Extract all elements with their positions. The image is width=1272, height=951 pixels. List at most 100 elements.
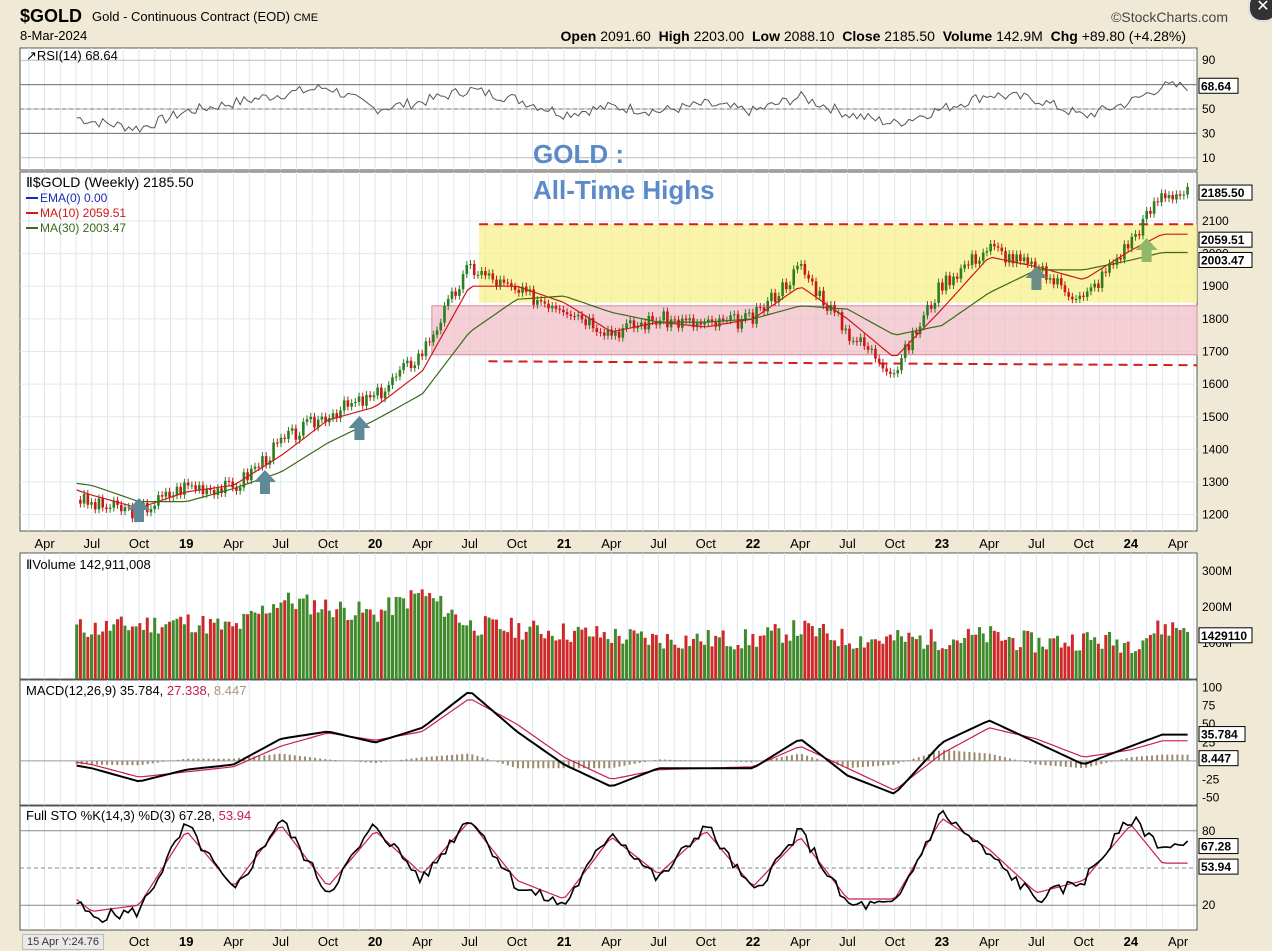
candle-body [565,312,569,315]
volume-bar [234,623,238,679]
volume-bar [1052,638,1056,679]
candle-body [666,311,669,328]
price-last-value-box [1198,184,1253,201]
up-arrow-icon [1135,238,1158,262]
volume-bar [1178,630,1182,679]
close-icon[interactable]: ✕ [1248,0,1272,22]
candle-body [822,290,825,306]
candle-body [807,274,810,279]
candle-body [1071,296,1074,300]
volume-bar [190,632,194,679]
candle-body [302,421,305,436]
candle-body [610,329,613,336]
volume-bar [725,646,729,679]
volume-bar [539,633,543,679]
candle-body [168,491,171,498]
volume-bar [959,642,963,679]
candle-body [361,396,365,406]
candle-body [673,319,677,321]
volume-bar [911,636,915,679]
price-legend-entry: MA(10) 2059.51 [40,206,126,220]
macd-line [76,691,1188,795]
candle-body [614,331,617,336]
candle-body [186,482,190,486]
candle-body [569,314,573,317]
candle-body [112,500,116,508]
volume-bar [446,613,450,679]
volume-bar [1122,643,1126,679]
candle-body [387,385,391,392]
volume-bar [732,649,736,679]
volume-bar [1026,630,1030,679]
volume-bar [480,634,484,679]
sto-k-last-value-box [1198,838,1239,855]
candle-body [409,360,413,368]
volume-bar [658,642,662,679]
candle-body [785,282,788,290]
ma10-last-value-box [1198,231,1253,248]
volume-bar [977,627,981,679]
sto-k-last-value: 67.28 [1201,840,1231,854]
volume-bar [521,639,525,679]
volume-bar [179,616,183,679]
candle-body [461,274,465,290]
candle-body [588,317,591,326]
candle-body [970,254,974,266]
volume-bar [669,639,673,679]
candle-body [915,331,918,335]
candle-body [354,401,357,404]
sto-k-line [76,809,1189,924]
candle-body [413,365,417,368]
volume-bar [231,626,235,679]
volume-bar [442,616,446,679]
x-tick-label-bottom: 19 [179,934,193,949]
volume-bar [662,648,666,679]
candle-body [695,322,699,328]
candle-body [1130,236,1134,249]
candle-body [762,307,766,312]
volume-bar [472,630,476,679]
price-last-value: 2185.50 [1201,186,1245,200]
candle-body [79,499,82,504]
volume-bar [684,635,688,679]
volume-bar [937,650,941,679]
volume-bar [821,623,825,679]
candle-body [183,482,186,495]
volume-bar [888,634,892,679]
x-tick-label: Apr [412,536,433,551]
volume-bar [86,636,90,679]
volume-bar [1000,640,1004,679]
volume-bar [249,610,253,679]
candle-body [1004,251,1007,263]
candle-body [454,291,457,296]
volume-bar [532,620,536,679]
volume-bar [1093,637,1097,679]
volume-bar [970,634,974,679]
candle-body [877,358,881,363]
candle-body [231,481,235,488]
volume-bar [101,631,105,679]
volume-bar [364,609,368,679]
volume-bar [1011,638,1015,679]
candle-body [108,507,112,509]
candle-body [406,360,409,364]
volume-bar [918,635,922,679]
volume-bar [836,646,840,679]
candle-body [212,490,216,496]
volume-bar [387,597,391,679]
volume-bar [680,648,684,679]
rsi-line [76,80,1188,133]
volume-bar [781,642,785,679]
candle-body [283,437,287,439]
macd-signal-line [76,699,1188,791]
candle-body [1186,186,1189,195]
volume-bar [896,630,900,679]
volume-bar [591,636,595,679]
candle-body [480,271,483,275]
candle-body [1134,234,1137,237]
candle-body [963,264,966,269]
candle-body [446,298,450,307]
candle-body [190,485,194,487]
volume-bar [457,622,461,679]
volume-bar [186,614,190,679]
